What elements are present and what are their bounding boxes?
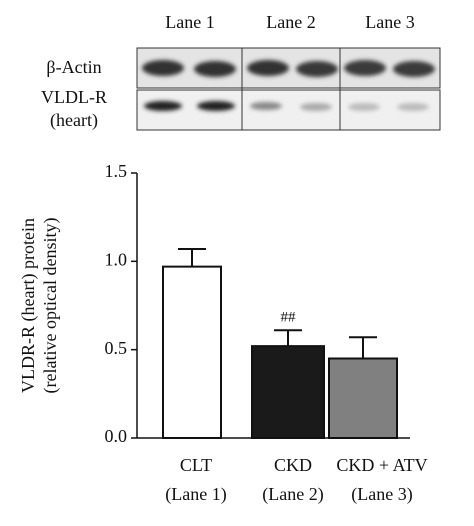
band	[300, 103, 332, 111]
y-tick-label: 0.0	[105, 426, 128, 446]
band	[397, 103, 429, 111]
lane-label: Lane 3	[365, 12, 414, 32]
blot-row-label: VLDL-R	[41, 87, 107, 107]
x-tick-sublabel: (Lane 1)	[165, 484, 226, 505]
bands	[142, 60, 435, 111]
band	[296, 61, 338, 77]
y-axis-label: VLDR-R (heart) protein	[18, 218, 39, 393]
bar	[162, 265, 222, 439]
annotation: ##	[281, 310, 297, 326]
band	[393, 61, 435, 77]
y-tick-label: 0.5	[105, 338, 128, 358]
band	[247, 60, 289, 76]
band	[144, 101, 182, 111]
x-tick-label: CLT	[180, 455, 212, 475]
lane-label: Lane 2	[266, 12, 315, 32]
band	[250, 102, 282, 110]
x-tick-label: CKD + ATV	[336, 455, 427, 475]
x-tick-label: CKD	[274, 455, 312, 475]
band	[142, 60, 184, 76]
y-tick-label: 1.5	[105, 161, 128, 181]
bar	[328, 357, 398, 439]
blot	[136, 47, 441, 131]
bar	[251, 345, 325, 439]
blot-row-label: (heart)	[50, 110, 98, 131]
x-tick-sublabel: (Lane 2)	[262, 484, 323, 505]
blot-row-label: β-Actin	[46, 57, 101, 77]
band	[348, 103, 380, 111]
y-tick-label: 1.0	[105, 249, 128, 269]
lane-label: Lane 1	[165, 12, 214, 32]
x-tick-sublabel: (Lane 3)	[351, 484, 412, 505]
blot-panel	[136, 89, 441, 131]
y-axis-label: (relative optical density)	[40, 218, 61, 394]
band	[197, 101, 235, 111]
band	[194, 61, 236, 77]
band	[344, 60, 386, 76]
